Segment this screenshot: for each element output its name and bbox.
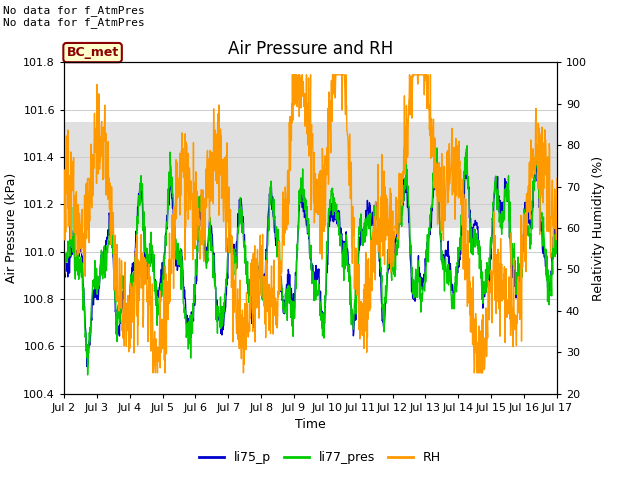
Bar [64, 121, 557, 228]
Title: Air Pressure and RH: Air Pressure and RH [228, 40, 393, 58]
Text: BC_met: BC_met [67, 46, 118, 59]
Y-axis label: Air Pressure (kPa): Air Pressure (kPa) [4, 173, 18, 283]
Y-axis label: Relativity Humidity (%): Relativity Humidity (%) [593, 156, 605, 300]
Legend: li75_p, li77_pres, RH: li75_p, li77_pres, RH [195, 446, 445, 469]
Text: No data for f_AtmPres
No data for f_AtmPres: No data for f_AtmPres No data for f_AtmP… [3, 5, 145, 28]
X-axis label: Time: Time [295, 418, 326, 431]
